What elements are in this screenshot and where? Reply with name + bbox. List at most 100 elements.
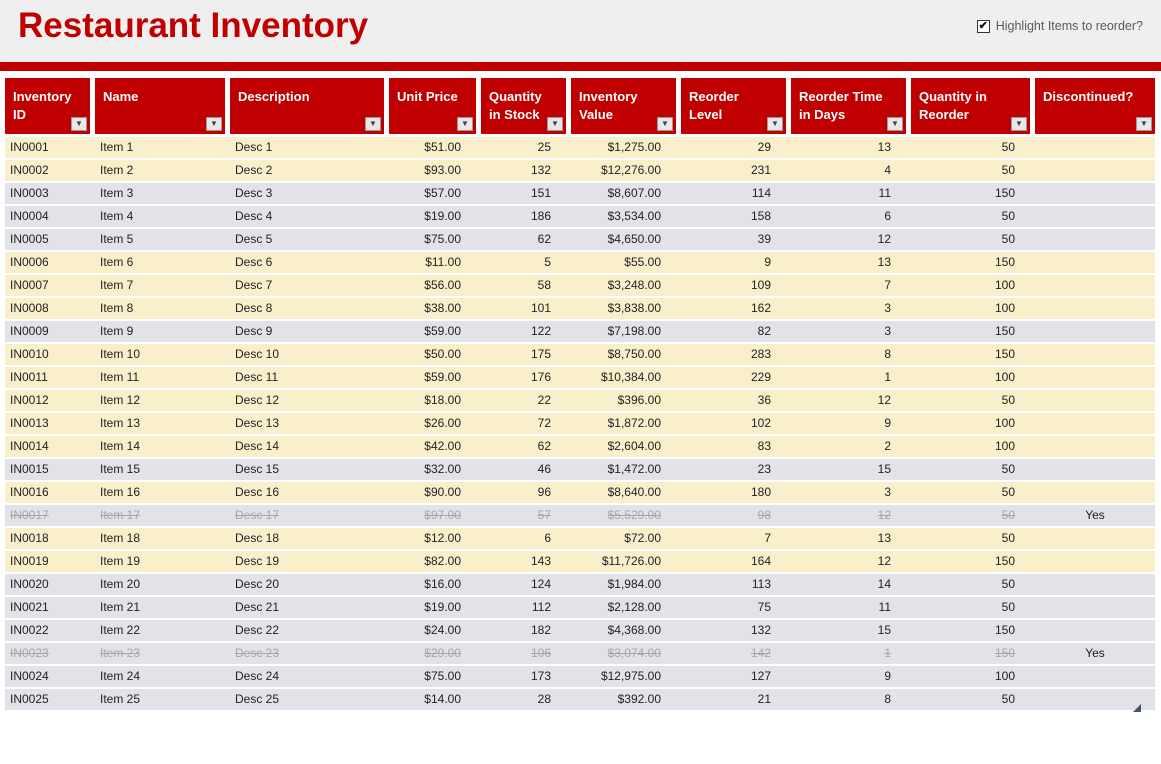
cell-id[interactable]: IN0010 — [10, 347, 49, 361]
cell-reorder_level[interactable]: 29 — [757, 140, 771, 154]
cell-unit_price[interactable]: $51.00 — [424, 140, 461, 154]
filter-dropdown-button[interactable]: ▼ — [1011, 117, 1027, 131]
cell-reorder_time[interactable]: 12 — [877, 393, 891, 407]
cell-qty_reorder[interactable]: 100 — [994, 370, 1015, 384]
cell-name[interactable]: Item 13 — [100, 416, 141, 430]
cell-id[interactable]: IN0013 — [10, 416, 49, 430]
cell-qty_reorder[interactable]: 150 — [994, 646, 1015, 660]
cell-id[interactable]: IN0003 — [10, 186, 49, 200]
cell-name[interactable]: Item 12 — [100, 393, 141, 407]
cell-qty_stock[interactable]: 22 — [537, 393, 551, 407]
cell-inv_value[interactable]: $1,872.00 — [607, 416, 661, 430]
cell-desc[interactable]: Desc 8 — [235, 301, 273, 315]
cell-discontinued[interactable] — [1035, 160, 1155, 181]
cell-reorder_level[interactable]: 180 — [750, 485, 771, 499]
cell-unit_price[interactable]: $12.00 — [424, 531, 461, 545]
cell-discontinued[interactable] — [1035, 459, 1155, 480]
cell-desc[interactable]: Desc 25 — [235, 692, 280, 706]
cell-desc[interactable]: Desc 20 — [235, 577, 280, 591]
cell-qty_reorder[interactable]: 100 — [994, 439, 1015, 453]
cell-inv_value[interactable]: $2,604.00 — [607, 439, 661, 453]
cell-id[interactable]: IN0002 — [10, 163, 49, 177]
cell-unit_price[interactable]: $26.00 — [424, 416, 461, 430]
cell-qty_stock[interactable]: 143 — [530, 554, 551, 568]
cell-qty_stock[interactable]: 124 — [530, 577, 551, 591]
cell-desc[interactable]: Desc 18 — [235, 531, 280, 545]
cell-desc[interactable]: Desc 12 — [235, 393, 280, 407]
cell-desc[interactable]: Desc 17 — [235, 508, 280, 522]
cell-discontinued[interactable] — [1035, 229, 1155, 250]
cell-qty_reorder[interactable]: 100 — [994, 416, 1015, 430]
filter-dropdown-button[interactable]: ▼ — [457, 117, 473, 131]
cell-qty_reorder[interactable]: 150 — [994, 255, 1015, 269]
cell-discontinued[interactable] — [1035, 597, 1155, 618]
cell-qty_reorder[interactable]: 150 — [994, 623, 1015, 637]
cell-discontinued[interactable] — [1035, 482, 1155, 503]
cell-inv_value[interactable]: $3,074.00 — [607, 646, 661, 660]
filter-dropdown-button[interactable]: ▼ — [206, 117, 222, 131]
cell-unit_price[interactable]: $59.00 — [424, 370, 461, 384]
cell-reorder_level[interactable]: 283 — [750, 347, 771, 361]
cell-reorder_level[interactable]: 231 — [750, 163, 771, 177]
cell-inv_value[interactable]: $12,276.00 — [600, 163, 661, 177]
cell-reorder_level[interactable]: 127 — [750, 669, 771, 683]
cell-desc[interactable]: Desc 7 — [235, 278, 273, 292]
cell-name[interactable]: Item 10 — [100, 347, 141, 361]
cell-reorder_level[interactable]: 229 — [750, 370, 771, 384]
cell-reorder_level[interactable]: 98 — [757, 508, 771, 522]
cell-id[interactable]: IN0017 — [10, 508, 49, 522]
cell-discontinued[interactable]: Yes — [1085, 508, 1105, 522]
cell-desc[interactable]: Desc 4 — [235, 209, 273, 223]
cell-reorder_level[interactable]: 7 — [764, 531, 771, 545]
cell-id[interactable]: IN0007 — [10, 278, 49, 292]
cell-name[interactable]: Item 25 — [100, 692, 141, 706]
cell-qty_stock[interactable]: 182 — [530, 623, 551, 637]
cell-id[interactable]: IN0021 — [10, 600, 49, 614]
cell-qty_stock[interactable]: 151 — [530, 186, 551, 200]
cell-id[interactable]: IN0005 — [10, 232, 49, 246]
cell-inv_value[interactable]: $8,607.00 — [607, 186, 661, 200]
cell-qty_stock[interactable]: 46 — [537, 462, 551, 476]
cell-qty_stock[interactable]: 28 — [537, 692, 551, 706]
cell-reorder_time[interactable]: 3 — [884, 301, 891, 315]
cell-qty_reorder[interactable]: 50 — [1001, 508, 1015, 522]
cell-reorder_level[interactable]: 21 — [757, 692, 771, 706]
cell-name[interactable]: Item 7 — [100, 278, 134, 292]
cell-name[interactable]: Item 18 — [100, 531, 141, 545]
cell-qty_reorder[interactable]: 50 — [1001, 531, 1015, 545]
cell-desc[interactable]: Desc 16 — [235, 485, 280, 499]
cell-qty_stock[interactable]: 186 — [530, 209, 551, 223]
cell-id[interactable]: IN0015 — [10, 462, 49, 476]
cell-discontinued[interactable] — [1035, 137, 1155, 158]
filter-dropdown-button[interactable]: ▼ — [547, 117, 563, 131]
cell-discontinued[interactable] — [1035, 275, 1155, 296]
cell-reorder_level[interactable]: 109 — [750, 278, 771, 292]
cell-id[interactable]: IN0009 — [10, 324, 49, 338]
cell-desc[interactable]: Desc 1 — [235, 140, 273, 154]
cell-qty_reorder[interactable]: 150 — [994, 347, 1015, 361]
cell-reorder_time[interactable]: 14 — [877, 577, 891, 591]
cell-qty_stock[interactable]: 58 — [537, 278, 551, 292]
cell-reorder_time[interactable]: 15 — [877, 623, 891, 637]
cell-desc[interactable]: Desc 24 — [235, 669, 280, 683]
cell-name[interactable]: Item 22 — [100, 623, 141, 637]
cell-qty_reorder[interactable]: 50 — [1001, 232, 1015, 246]
cell-discontinued[interactable] — [1035, 367, 1155, 388]
cell-inv_value[interactable]: $5,529.00 — [607, 508, 661, 522]
cell-discontinued[interactable] — [1035, 620, 1155, 641]
cell-name[interactable]: Item 4 — [100, 209, 134, 223]
cell-qty_stock[interactable]: 101 — [530, 301, 551, 315]
cell-qty_stock[interactable]: 62 — [537, 232, 551, 246]
cell-discontinued[interactable]: Yes — [1085, 646, 1105, 660]
cell-inv_value[interactable]: $4,368.00 — [607, 623, 661, 637]
cell-discontinued[interactable] — [1035, 206, 1155, 227]
cell-reorder_time[interactable]: 4 — [884, 163, 891, 177]
table-resize-handle[interactable] — [1133, 704, 1141, 712]
filter-dropdown-button[interactable]: ▼ — [71, 117, 87, 131]
cell-qty_reorder[interactable]: 50 — [1001, 393, 1015, 407]
cell-inv_value[interactable]: $392.00 — [617, 692, 661, 706]
cell-unit_price[interactable]: $97.00 — [424, 508, 461, 522]
cell-unit_price[interactable]: $19.00 — [424, 600, 461, 614]
cell-qty_stock[interactable]: 72 — [537, 416, 551, 430]
cell-id[interactable]: IN0014 — [10, 439, 49, 453]
